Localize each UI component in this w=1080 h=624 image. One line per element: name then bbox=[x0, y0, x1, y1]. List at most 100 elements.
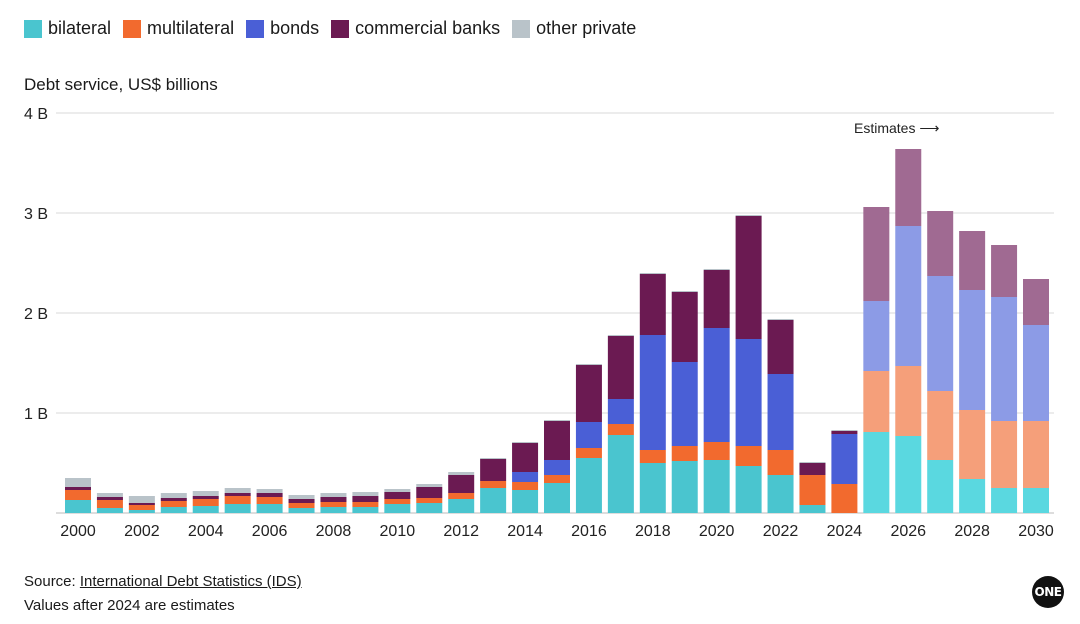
x-tick-label: 2016 bbox=[571, 523, 607, 540]
bar-segment-commercial-banks-2009 bbox=[352, 496, 379, 502]
y-tick-label: 3 B bbox=[24, 206, 48, 223]
bar-segment-bilateral-2011 bbox=[416, 503, 443, 513]
bar-segment-multilateral-2009 bbox=[352, 502, 379, 507]
bar-segment-other-private-2021 bbox=[735, 215, 762, 216]
source-prefix: Source: bbox=[24, 573, 80, 590]
bar-segment-bonds-2021 bbox=[735, 339, 762, 446]
bar-segment-bonds-2014 bbox=[512, 472, 539, 482]
bar-segment-commercial-banks-2000 bbox=[65, 487, 91, 490]
bar-segment-multilateral-2014 bbox=[512, 482, 539, 490]
x-tick-label: 2020 bbox=[699, 523, 735, 540]
legend-swatch-bilateral bbox=[24, 19, 42, 38]
bar-segment-bilateral-2009 bbox=[352, 507, 379, 513]
x-tick-label: 2004 bbox=[188, 523, 224, 540]
bar-segment-commercial-banks-2012 bbox=[448, 475, 475, 493]
x-tick-label: 2018 bbox=[635, 523, 671, 540]
bar-segment-bilateral-2018 bbox=[639, 463, 666, 513]
legend: bilateral multilateral bonds commercial … bbox=[24, 18, 636, 39]
x-tick-label: 2010 bbox=[380, 523, 416, 540]
legend-swatch-other-private bbox=[512, 19, 531, 38]
bar-segment-multilateral-2011 bbox=[416, 498, 443, 503]
legend-item-bilateral: bilateral bbox=[24, 18, 111, 39]
bar-segment-other-private-2018 bbox=[639, 273, 666, 274]
bar-segment-bonds-2025 bbox=[863, 301, 890, 371]
bar-segment-bilateral-2006 bbox=[256, 504, 283, 513]
bar-segment-bonds-2030 bbox=[1023, 325, 1049, 421]
source-link[interactable]: International Debt Statistics (IDS) bbox=[79, 573, 302, 590]
bar-segment-bilateral-2016 bbox=[575, 458, 602, 513]
bar-segment-multilateral-2024 bbox=[831, 484, 858, 513]
bar-segment-bonds-2015 bbox=[544, 460, 570, 475]
bar-segment-bonds-2016 bbox=[575, 422, 602, 448]
bar-segment-commercial-banks-2021 bbox=[735, 216, 762, 339]
bar-segment-commercial-banks-2005 bbox=[224, 493, 251, 496]
y-tick-label: 4 B bbox=[24, 106, 48, 123]
bar-segment-bilateral-2007 bbox=[288, 508, 315, 513]
bar-segment-bilateral-2026 bbox=[895, 436, 922, 513]
x-tick-label: 2024 bbox=[827, 523, 863, 540]
bar-segment-bilateral-2013 bbox=[480, 488, 507, 513]
legend-item-other-private: other private bbox=[512, 18, 636, 39]
bar-segment-bonds-2018 bbox=[639, 335, 666, 450]
y-tick-label: 1 B bbox=[24, 406, 48, 423]
bar-segment-bilateral-2002 bbox=[128, 510, 155, 513]
bar-segment-other-private-2008 bbox=[320, 493, 347, 497]
legend-label-bilateral: bilateral bbox=[48, 18, 112, 38]
bar-segment-other-private-2003 bbox=[160, 493, 187, 498]
bar-segment-multilateral-2018 bbox=[639, 450, 666, 463]
bar-segment-commercial-banks-2017 bbox=[607, 336, 634, 399]
x-tick-label: 2030 bbox=[1018, 523, 1054, 540]
bar-segment-commercial-banks-2028 bbox=[959, 231, 986, 290]
stacked-bar-chart: 4 B 3 B 2 B 1 B 2000 2002 2004 2006 2008 2010 2012… bbox=[24, 106, 1054, 540]
x-tick-label: 2026 bbox=[890, 523, 926, 540]
y-axis-title: Debt service, US$ billions bbox=[24, 75, 218, 94]
legend-label-commercial-banks: commercial banks bbox=[355, 18, 501, 38]
bar-segment-multilateral-2027 bbox=[927, 391, 954, 460]
bar-segment-commercial-banks-2015 bbox=[544, 421, 570, 460]
bar-segment-multilateral-2003 bbox=[160, 501, 187, 507]
bar-segment-other-private-2014 bbox=[512, 442, 539, 443]
legend-swatch-bonds bbox=[246, 19, 265, 38]
bar-segment-multilateral-2021 bbox=[735, 446, 762, 466]
bar-segment-multilateral-2007 bbox=[288, 503, 315, 508]
bars bbox=[65, 149, 1049, 513]
bar-segment-bilateral-2000 bbox=[65, 500, 91, 513]
bar-segment-multilateral-2017 bbox=[607, 424, 634, 435]
bar-segment-commercial-banks-2007 bbox=[288, 499, 315, 503]
bar-segment-other-private-2016 bbox=[575, 364, 602, 365]
bar-segment-multilateral-2005 bbox=[224, 496, 251, 504]
bar-segment-commercial-banks-2026 bbox=[895, 149, 922, 226]
bar-segment-bilateral-2017 bbox=[607, 435, 634, 513]
axis-labels: 4 B 3 B 2 B 1 B 2000 2002 2004 2006 2008 2010 2012… bbox=[24, 106, 1054, 540]
bar-segment-other-private-2007 bbox=[288, 495, 315, 499]
bar-segment-bilateral-2012 bbox=[448, 499, 475, 513]
bar-segment-bilateral-2020 bbox=[703, 460, 730, 513]
bar-segment-other-private-2012 bbox=[448, 472, 475, 475]
bar-segment-commercial-banks-2022 bbox=[767, 320, 794, 374]
bar-segment-multilateral-2000 bbox=[65, 490, 91, 500]
legend-swatch-commercial-banks bbox=[331, 19, 350, 38]
x-tick-label: 2012 bbox=[443, 523, 479, 540]
bar-segment-bonds-2017 bbox=[607, 399, 634, 424]
bar-segment-commercial-banks-2024 bbox=[831, 431, 858, 434]
bar-segment-bilateral-2015 bbox=[544, 483, 570, 513]
bar-segment-bilateral-2014 bbox=[512, 490, 539, 513]
bar-segment-commercial-banks-2003 bbox=[160, 498, 187, 501]
bar-segment-commercial-banks-2019 bbox=[671, 292, 698, 362]
bar-segment-bilateral-2008 bbox=[320, 507, 347, 513]
bar-segment-commercial-banks-2029 bbox=[991, 245, 1018, 297]
bar-segment-bilateral-2027 bbox=[927, 460, 954, 513]
estimates-annotation: Estimates ⟶ bbox=[854, 120, 939, 136]
bar-segment-multilateral-2028 bbox=[959, 410, 986, 479]
bar-segment-other-private-2000 bbox=[65, 478, 91, 487]
bar-segment-commercial-banks-2011 bbox=[416, 487, 443, 498]
bar-segment-bonds-2029 bbox=[991, 297, 1018, 421]
bar-segment-multilateral-2030 bbox=[1023, 421, 1049, 488]
bar-segment-bonds-2022 bbox=[767, 374, 794, 450]
bar-segment-commercial-banks-2025 bbox=[863, 207, 890, 301]
bar-segment-bilateral-2030 bbox=[1023, 488, 1049, 513]
estimates-note: Values after 2024 are estimates bbox=[24, 597, 235, 614]
bar-segment-multilateral-2002 bbox=[128, 505, 155, 510]
bar-segment-commercial-banks-2013 bbox=[480, 459, 507, 481]
bar-segment-bonds-2020 bbox=[703, 328, 730, 442]
